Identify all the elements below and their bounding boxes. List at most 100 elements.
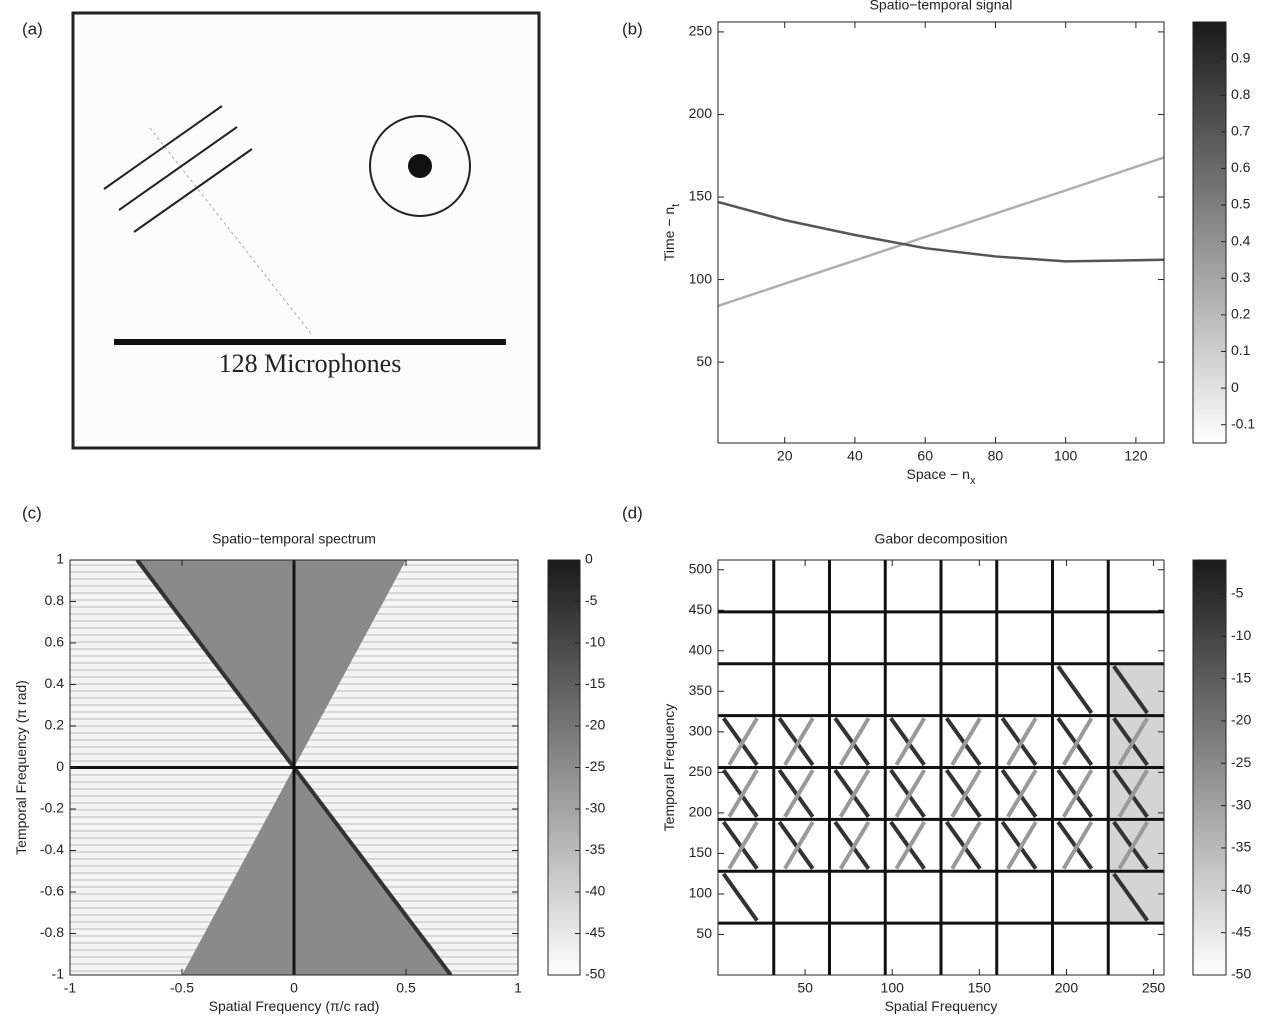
- wavefront: [103, 105, 223, 190]
- y-tick-label: 150: [689, 188, 713, 204]
- source-ring: [369, 115, 471, 217]
- axis-label: Temporal Frequency: [661, 704, 677, 832]
- y-tick-label: 50: [696, 925, 712, 941]
- x-tick-label: 1: [514, 980, 522, 996]
- gabor-stroke: [1112, 820, 1149, 870]
- gabor-stroke: [1117, 820, 1149, 870]
- y-tick-label: -0.6: [40, 883, 64, 899]
- signal-line: [718, 200, 1164, 263]
- gabor-stroke: [1000, 768, 1038, 818]
- y-tick-label: 350: [689, 682, 713, 698]
- gabor-stroke: [1112, 872, 1149, 922]
- x-tick-label: 100: [881, 980, 905, 996]
- axis-label: Space − nx: [907, 466, 976, 487]
- x-tick-label: 200: [1055, 980, 1079, 996]
- gabor-stroke: [944, 820, 982, 870]
- colorbar-tick-label: -35: [1231, 839, 1251, 855]
- colorbar-tick-label: -10: [1231, 627, 1251, 643]
- spectrum-wedge: [137, 560, 406, 768]
- axes-frame: [717, 559, 1165, 976]
- gabor-stroke: [950, 717, 982, 766]
- y-tick-label: 100: [689, 885, 713, 901]
- y-tick-label: -0.2: [40, 800, 64, 816]
- gabor-stroke: [833, 820, 871, 870]
- y-tick-label: 0.6: [45, 634, 65, 650]
- axis-label: Spatial Frequency (π/c rad): [209, 998, 380, 1014]
- colorbar-tick-label: -30: [585, 800, 605, 816]
- colorbar-tick-label: -5: [1231, 585, 1244, 601]
- axis-label-subscript: t: [670, 204, 682, 207]
- axis-label-text: Spatial Frequency (π/c rad): [209, 998, 380, 1014]
- gabor-stroke: [721, 872, 759, 922]
- y-tick-label: 1: [56, 551, 64, 567]
- plot-image: [718, 560, 1164, 975]
- panel-a: (a) 128 Microphones: [22, 11, 541, 450]
- y-tick-label: -1: [52, 966, 65, 982]
- y-tick-label: 50: [696, 353, 712, 369]
- colorbar-tick-label: 0.2: [1231, 306, 1251, 322]
- colorbar-tick-label: 0.3: [1231, 269, 1251, 285]
- gabor-stroke: [777, 717, 815, 767]
- colorbar-tick-label: -15: [1231, 669, 1251, 685]
- x-tick-label: 120: [1124, 448, 1148, 464]
- y-tick-label: -0.8: [40, 924, 64, 940]
- plot-image: [70, 560, 518, 975]
- axis-label: Spatial Frequency: [885, 998, 998, 1014]
- panel-label: (b): [622, 19, 643, 38]
- axis-label-text: Temporal Frequency (π rad): [13, 680, 29, 855]
- colorbar-tick-label: -35: [585, 841, 605, 857]
- y-tick-label: 500: [689, 560, 713, 576]
- colorbar-tick-label: -10: [585, 634, 605, 650]
- colorbar-tick-label: -0.1: [1231, 415, 1255, 431]
- gabor-stroke: [1061, 769, 1094, 818]
- y-tick-label: 400: [689, 641, 713, 657]
- gabor-stroke: [727, 769, 759, 818]
- gabor-stroke: [1112, 768, 1149, 818]
- gabor-stroke: [783, 820, 815, 870]
- array-caption: 128 Microphones: [219, 349, 402, 378]
- y-tick-label: 250: [689, 23, 713, 39]
- panel: (c) Spatio−temporal spectrum -1 -0.5 0 0.5 1 -1…: [13, 503, 606, 1013]
- gabor-stroke: [1117, 769, 1149, 818]
- x-tick-label: 60: [917, 448, 933, 464]
- gabor-stroke: [833, 768, 871, 818]
- gabor-stroke: [1112, 717, 1149, 767]
- gabor-stroke: [1056, 820, 1094, 870]
- x-tick-label: 50: [797, 980, 813, 996]
- signal-line: [718, 156, 1164, 308]
- axis-label: Time − nt: [661, 204, 682, 261]
- y-tick-label: 150: [689, 844, 713, 860]
- gabor-stroke: [889, 768, 926, 818]
- wavefront: [133, 148, 253, 233]
- chart-title: Spatio−temporal signal: [870, 0, 1013, 13]
- colorbar-tick-label: -25: [1231, 754, 1251, 770]
- gabor-stroke: [1056, 717, 1094, 767]
- gabor-stroke: [777, 768, 815, 818]
- x-tick-label: 0: [290, 980, 298, 996]
- x-tick-label: 40: [847, 448, 863, 464]
- gabor-stroke: [1006, 769, 1038, 818]
- panel: (d) Gabor decomposition 50 100 150 200 250 50 10…: [622, 503, 1251, 1013]
- colorbar: [547, 559, 581, 976]
- gabor-stroke: [1056, 665, 1094, 715]
- gabor-stroke: [1056, 768, 1094, 818]
- axis-label-text: Spatial Frequency: [885, 998, 998, 1014]
- axis-label: Temporal Frequency (π rad): [13, 680, 29, 855]
- x-tick-label: -1: [64, 980, 77, 996]
- y-tick-label: 0.4: [45, 675, 65, 691]
- y-tick-label: -0.4: [40, 841, 64, 857]
- colorbar-tick-label: -20: [585, 717, 605, 733]
- x-tick-label: 0.5: [396, 980, 416, 996]
- y-tick-label: 0: [56, 758, 64, 774]
- x-tick-label: 100: [1054, 448, 1078, 464]
- gabor-stroke: [944, 717, 982, 767]
- gabor-stroke: [833, 717, 871, 767]
- gabor-stroke: [894, 717, 926, 766]
- y-tick-label: 0.8: [45, 592, 65, 608]
- colorbar-tick-label: 0: [1231, 379, 1239, 395]
- gabor-stroke: [783, 717, 815, 766]
- chart-title: Spatio−temporal spectrum: [212, 531, 376, 547]
- axis-label-text: Space − n: [907, 466, 970, 482]
- gabor-stroke: [838, 717, 871, 766]
